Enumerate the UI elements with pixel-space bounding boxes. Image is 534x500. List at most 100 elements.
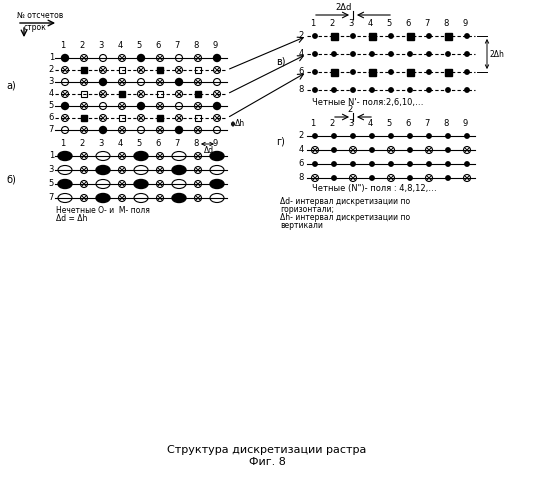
Circle shape bbox=[427, 52, 431, 56]
Circle shape bbox=[465, 70, 469, 74]
Text: 3: 3 bbox=[348, 119, 354, 128]
Bar bbox=[331, 32, 337, 40]
Circle shape bbox=[332, 52, 336, 56]
Text: 3: 3 bbox=[98, 41, 104, 50]
Circle shape bbox=[408, 134, 412, 138]
Circle shape bbox=[176, 78, 183, 86]
Text: 4: 4 bbox=[117, 41, 123, 50]
Ellipse shape bbox=[210, 152, 224, 160]
Circle shape bbox=[427, 34, 431, 38]
Text: 3: 3 bbox=[98, 139, 104, 148]
Ellipse shape bbox=[134, 180, 148, 188]
Text: 6: 6 bbox=[405, 119, 411, 128]
Text: Структура дискретизации растра: Структура дискретизации растра bbox=[167, 445, 367, 455]
Text: 9: 9 bbox=[462, 119, 468, 128]
Ellipse shape bbox=[96, 194, 110, 202]
Bar bbox=[157, 67, 163, 73]
Circle shape bbox=[351, 70, 355, 74]
Text: 4: 4 bbox=[299, 145, 304, 154]
Text: 1: 1 bbox=[310, 119, 316, 128]
Text: 7: 7 bbox=[174, 41, 179, 50]
Text: 5: 5 bbox=[136, 139, 142, 148]
Text: 2: 2 bbox=[80, 41, 84, 50]
Text: 1: 1 bbox=[60, 139, 66, 148]
Text: 9: 9 bbox=[462, 19, 468, 28]
Text: 3: 3 bbox=[348, 19, 354, 28]
Circle shape bbox=[389, 70, 393, 74]
Text: Нечетные О- и  М- поля: Нечетные О- и М- поля bbox=[56, 206, 150, 215]
Circle shape bbox=[465, 52, 469, 56]
Text: 6: 6 bbox=[155, 139, 161, 148]
Text: 3: 3 bbox=[49, 77, 54, 86]
Text: 2: 2 bbox=[299, 131, 304, 140]
Circle shape bbox=[313, 52, 317, 56]
Text: 4: 4 bbox=[367, 119, 373, 128]
Bar bbox=[157, 91, 163, 97]
Circle shape bbox=[176, 126, 183, 134]
Circle shape bbox=[370, 162, 374, 166]
Circle shape bbox=[351, 34, 355, 38]
Text: 8: 8 bbox=[193, 41, 199, 50]
Ellipse shape bbox=[96, 166, 110, 174]
Bar bbox=[368, 32, 375, 40]
Text: 7: 7 bbox=[49, 193, 54, 202]
Text: 7: 7 bbox=[425, 119, 430, 128]
Circle shape bbox=[427, 88, 431, 92]
Bar bbox=[444, 32, 452, 40]
Text: Четные N'- поля:2,6,10,…: Четные N'- поля:2,6,10,… bbox=[312, 98, 423, 107]
Text: Четные (N")- поля : 4,8,12,…: Четные (N")- поля : 4,8,12,… bbox=[312, 184, 437, 193]
Bar bbox=[81, 115, 87, 121]
Text: 8: 8 bbox=[443, 19, 449, 28]
Circle shape bbox=[446, 148, 450, 152]
Text: № отсчетов: № отсчетов bbox=[17, 11, 63, 20]
Circle shape bbox=[370, 52, 374, 56]
Circle shape bbox=[137, 54, 145, 62]
Bar bbox=[331, 68, 337, 75]
Text: 2: 2 bbox=[329, 119, 335, 128]
Text: 6: 6 bbox=[299, 67, 304, 76]
Circle shape bbox=[446, 162, 450, 166]
Circle shape bbox=[446, 176, 450, 180]
Circle shape bbox=[313, 134, 317, 138]
Circle shape bbox=[332, 162, 336, 166]
Circle shape bbox=[408, 88, 412, 92]
Circle shape bbox=[465, 162, 469, 166]
Ellipse shape bbox=[134, 152, 148, 160]
Bar bbox=[81, 67, 87, 73]
Circle shape bbox=[351, 134, 355, 138]
Text: 4: 4 bbox=[117, 139, 123, 148]
Circle shape bbox=[408, 162, 412, 166]
Circle shape bbox=[427, 70, 431, 74]
Circle shape bbox=[313, 34, 317, 38]
Circle shape bbox=[427, 162, 431, 166]
Circle shape bbox=[389, 134, 393, 138]
Text: 7: 7 bbox=[425, 19, 430, 28]
Text: 1: 1 bbox=[49, 151, 54, 160]
Text: 1: 1 bbox=[49, 53, 54, 62]
Circle shape bbox=[214, 102, 221, 110]
Circle shape bbox=[61, 54, 68, 62]
Text: 4: 4 bbox=[367, 19, 373, 28]
Text: горизонтали;: горизонтали; bbox=[280, 205, 334, 214]
Circle shape bbox=[465, 34, 469, 38]
Circle shape bbox=[351, 52, 355, 56]
Circle shape bbox=[61, 102, 68, 110]
Text: 2: 2 bbox=[49, 65, 54, 74]
Text: 4: 4 bbox=[49, 89, 54, 98]
Circle shape bbox=[351, 88, 355, 92]
Ellipse shape bbox=[58, 180, 72, 188]
Text: в): в) bbox=[276, 57, 286, 67]
Circle shape bbox=[446, 134, 450, 138]
Circle shape bbox=[389, 88, 393, 92]
Bar bbox=[119, 115, 125, 121]
Text: 8: 8 bbox=[299, 173, 304, 182]
Ellipse shape bbox=[58, 152, 72, 160]
Text: 5: 5 bbox=[49, 179, 54, 188]
Text: 1: 1 bbox=[310, 19, 316, 28]
Text: 9: 9 bbox=[213, 41, 218, 50]
Circle shape bbox=[427, 134, 431, 138]
Text: Δh: Δh bbox=[235, 119, 245, 128]
Text: г): г) bbox=[276, 137, 285, 147]
Bar bbox=[195, 91, 201, 97]
Circle shape bbox=[408, 148, 412, 152]
